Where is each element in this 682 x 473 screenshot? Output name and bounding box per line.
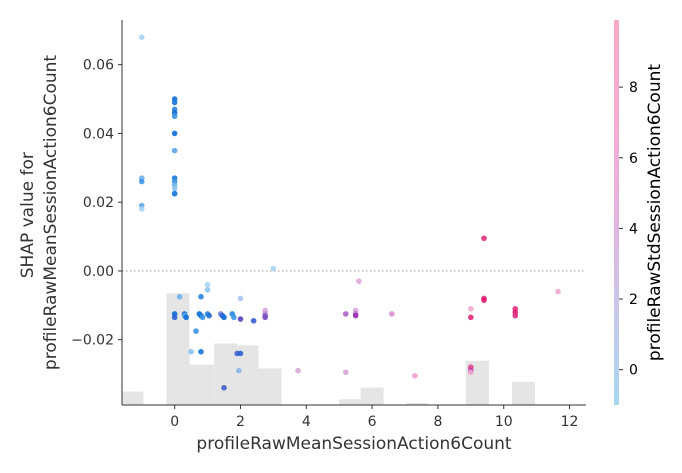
scatter-point xyxy=(353,313,359,319)
colorbar-tick-label: 6 xyxy=(629,151,638,167)
scatter-point xyxy=(172,186,178,192)
scatter-point xyxy=(198,349,204,355)
scatter-point xyxy=(262,315,268,321)
scatter-point xyxy=(206,313,212,319)
y-axis-label-line-2: profileRawMeanSessionAction6Count xyxy=(41,55,61,371)
scatter-point xyxy=(389,311,395,317)
colorbar: 0 2 4 6 8 xyxy=(614,20,638,405)
x-tick-label: 10 xyxy=(495,414,513,430)
x-tick-label: 0 xyxy=(170,414,179,430)
histogram-bar xyxy=(166,293,189,405)
scatter-point xyxy=(188,349,194,355)
x-tick-label: 8 xyxy=(433,414,442,430)
y-axis-label-line-1: SHAP value for xyxy=(18,152,38,278)
histogram-bar xyxy=(122,392,143,405)
scatter-point xyxy=(172,191,178,197)
scatter-point xyxy=(172,148,178,154)
histogram-bar xyxy=(512,382,535,405)
y-tick-label: 0.00 xyxy=(83,264,114,280)
scatter-point xyxy=(271,266,277,272)
scatter-point xyxy=(172,100,178,106)
y-axis-label: SHAP value for profileRawMeanSessionActi… xyxy=(18,55,61,371)
y-axis-ticks: −0.02 0.00 0.02 0.04 0.06 xyxy=(71,58,122,349)
y-tick-label: 0.04 xyxy=(83,126,114,142)
histogram-bar xyxy=(361,388,384,405)
histogram-bar xyxy=(339,399,360,405)
scatter-point xyxy=(468,315,474,321)
colorbar-tick-label: 4 xyxy=(629,221,638,237)
scatter-point xyxy=(236,368,242,374)
scatter-point xyxy=(238,351,244,357)
y-tick-label: 0.06 xyxy=(83,58,114,74)
histogram-bar xyxy=(214,343,237,405)
scatter-point xyxy=(468,306,474,312)
colorbar-tick-label: 8 xyxy=(629,80,638,96)
y-tick-label: 0.02 xyxy=(83,195,114,211)
scatter-point xyxy=(193,328,199,334)
x-tick-label: 6 xyxy=(368,414,377,430)
scatter-point xyxy=(205,287,211,293)
histogram-bar xyxy=(259,368,282,405)
colorbar-gradient xyxy=(614,20,619,405)
scatter-point xyxy=(468,370,474,376)
scatter-point xyxy=(139,179,145,185)
scatter-point xyxy=(139,34,145,40)
x-axis-label: profileRawMeanSessionAction6Count xyxy=(196,434,512,454)
scatter-point xyxy=(481,297,487,303)
scatter-point xyxy=(198,294,204,300)
colorbar-label: profileRawStdSessionAction6Count xyxy=(645,64,665,361)
scatter-point xyxy=(512,313,518,319)
scatter-point xyxy=(343,370,349,376)
scatter-point xyxy=(412,373,418,379)
x-tick-label: 2 xyxy=(236,414,245,430)
scatter-point xyxy=(200,315,206,321)
scatter-point xyxy=(481,235,487,241)
x-tick-label: 4 xyxy=(302,414,311,430)
y-tick-label: −0.02 xyxy=(71,333,114,349)
scatter-point xyxy=(205,282,211,288)
scatter-point xyxy=(295,368,301,374)
scatter-point xyxy=(231,315,237,321)
x-axis-ticks: 0 2 4 6 8 10 12 xyxy=(170,405,578,430)
scatter-point xyxy=(172,113,178,119)
scatter-points xyxy=(139,34,561,390)
scatter-point xyxy=(238,296,244,302)
histogram-bar xyxy=(189,365,214,405)
scatter-point xyxy=(139,206,145,212)
scatter-point xyxy=(177,294,183,300)
scatter-point xyxy=(183,315,189,321)
scatter-point xyxy=(172,315,178,321)
scatter-point xyxy=(221,385,227,391)
colorbar-tick-label: 0 xyxy=(629,363,638,379)
scatter-point xyxy=(343,311,349,317)
plot-axes xyxy=(122,20,586,405)
colorbar-tick-label: 2 xyxy=(629,292,638,308)
x-tick-label: 12 xyxy=(561,414,579,430)
scatter-point xyxy=(356,278,362,284)
scatter-point xyxy=(238,316,244,322)
scatter-point xyxy=(251,318,257,324)
scatter-point xyxy=(555,289,561,295)
scatter-point xyxy=(221,315,227,321)
scatter-point xyxy=(172,131,178,137)
